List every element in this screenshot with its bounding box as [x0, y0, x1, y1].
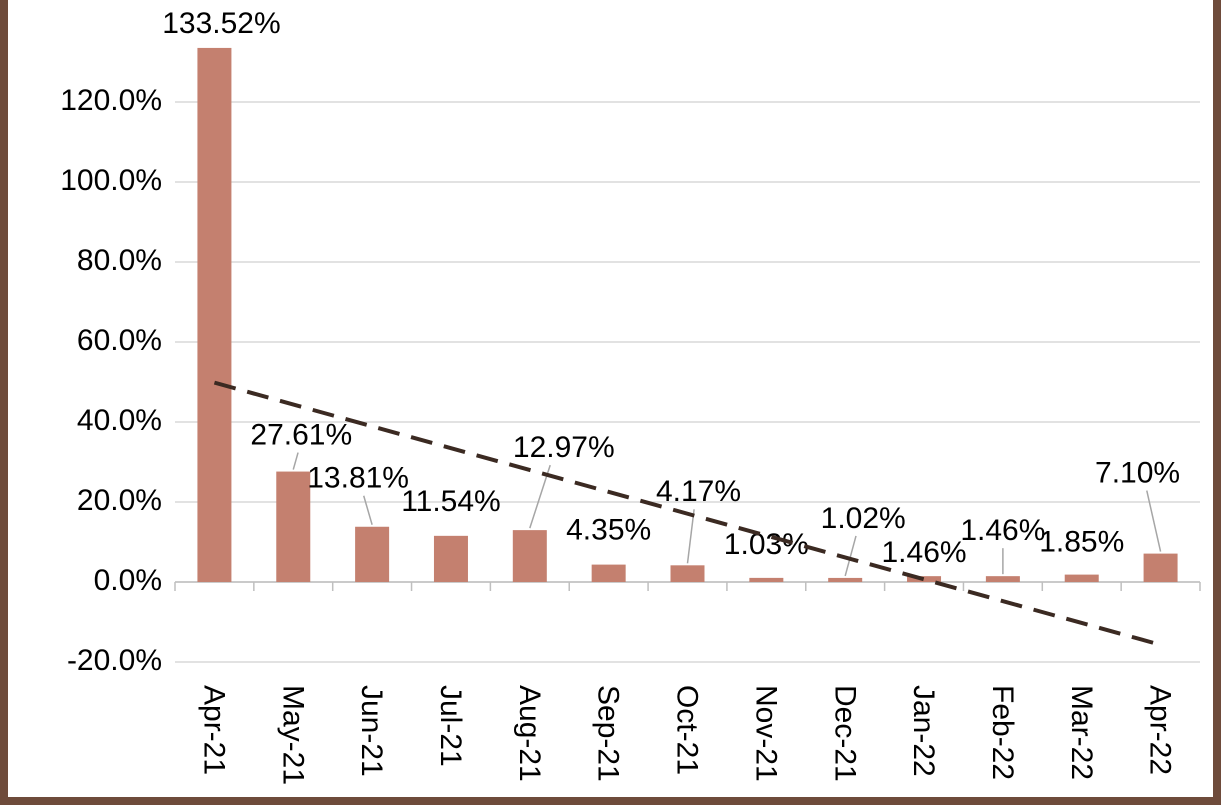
data-label: 1.46% [960, 514, 1045, 547]
bar [749, 577, 784, 582]
data-label: 4.17% [656, 475, 741, 508]
bar [670, 565, 705, 582]
leader-line [292, 452, 299, 470]
x-tick-label: Dec-21 [828, 685, 861, 782]
leader-line [362, 495, 373, 525]
data-label: 1.03% [724, 528, 809, 561]
x-tick-label: Apr-21 [198, 685, 231, 775]
y-tick-label: 120.0% [60, 84, 162, 117]
x-tick-label: Feb-22 [986, 685, 1019, 780]
bar [828, 577, 863, 582]
bar [1064, 574, 1099, 582]
bar [197, 47, 232, 583]
data-label: 133.52% [162, 7, 280, 40]
x-tick-label: Jun-21 [355, 685, 388, 777]
leader-line [686, 509, 695, 564]
bar [591, 564, 626, 582]
data-label: 27.61% [250, 418, 352, 451]
bar [985, 576, 1020, 582]
data-label: 7.10% [1095, 457, 1180, 490]
leader-line [844, 535, 857, 577]
y-tick-label: 100.0% [60, 164, 162, 197]
y-tick-label: 60.0% [77, 324, 162, 357]
x-tick-label: Jan-22 [907, 685, 940, 777]
x-tick-label: Aug-21 [513, 685, 546, 782]
y-tick-label: 40.0% [77, 404, 162, 437]
data-label: 13.81% [307, 462, 409, 495]
x-tick-label: Nov-21 [749, 685, 782, 782]
x-tick-label: Jul-21 [434, 685, 467, 767]
data-label: 1.46% [881, 536, 966, 569]
data-label: 1.02% [821, 502, 906, 535]
bar [276, 471, 311, 582]
bar [512, 530, 547, 582]
trendline [213, 380, 1162, 647]
y-tick-label: -20.0% [67, 644, 162, 677]
x-tick-label: Apr-22 [1144, 685, 1177, 775]
y-tick-label: 0.0% [94, 564, 162, 597]
data-label: 11.54% [401, 485, 501, 518]
bar [355, 526, 390, 582]
x-tick-label: Mar-22 [1065, 685, 1098, 780]
data-label: 12.97% [513, 431, 615, 464]
leader-line [1146, 490, 1162, 552]
bar [907, 576, 942, 582]
x-tick-label: Sep-21 [592, 685, 625, 782]
bar [1143, 553, 1178, 582]
data-label: 4.35% [566, 514, 651, 547]
bar [433, 535, 468, 582]
x-tick-label: Oct-21 [671, 685, 704, 775]
y-tick-label: 20.0% [77, 484, 162, 517]
data-label: 1.85% [1039, 526, 1124, 559]
x-tick-label: May-21 [276, 685, 309, 785]
y-tick-label: 80.0% [77, 244, 162, 277]
